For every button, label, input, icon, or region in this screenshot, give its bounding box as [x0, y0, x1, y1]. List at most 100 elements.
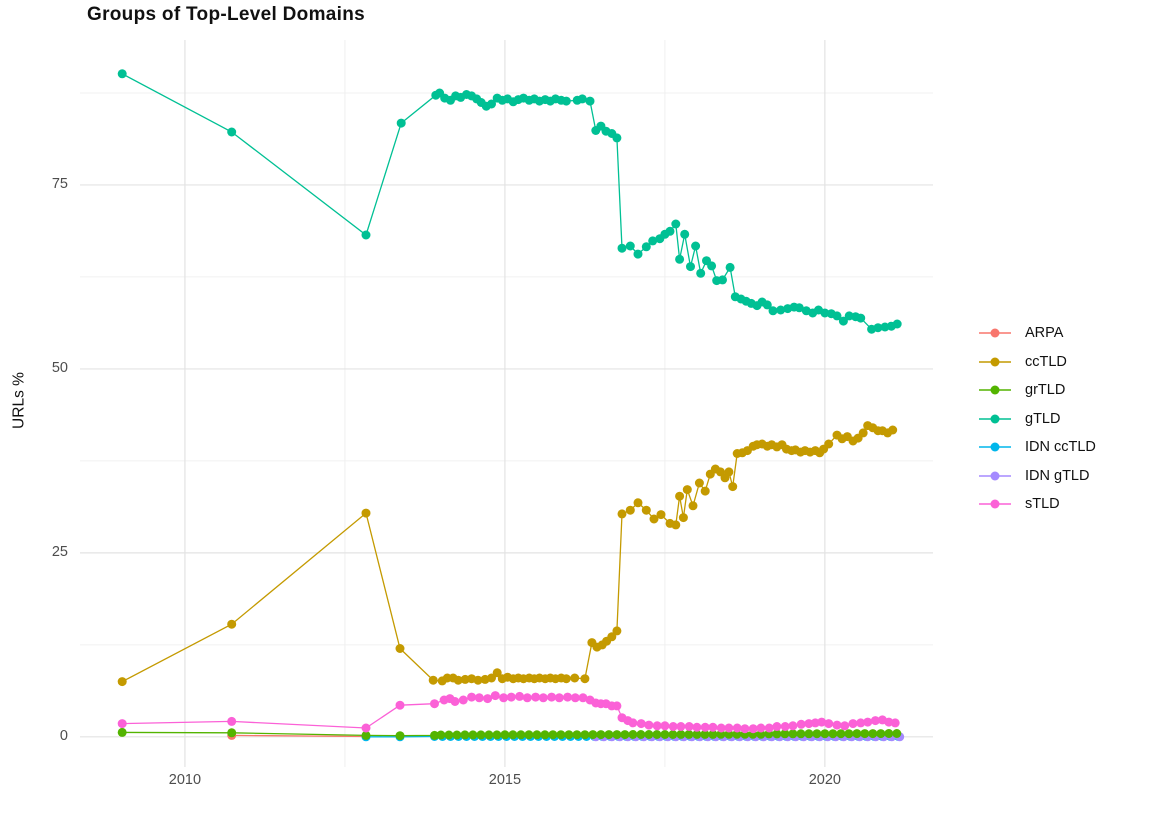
y-tick-label: 50: [51, 359, 68, 376]
data-point: [395, 644, 405, 653]
data-point: [499, 693, 509, 703]
data-point: [796, 719, 806, 729]
data-point: [444, 730, 454, 740]
gridlines: [80, 40, 933, 767]
data-point: [117, 719, 127, 729]
legend-item-IDN-gTLD: IDN gTLD: [978, 462, 1096, 491]
data-point: [724, 723, 734, 733]
data-point: [577, 94, 587, 104]
data-point: [607, 632, 617, 642]
data-point: [820, 729, 830, 739]
data-point: [700, 486, 710, 496]
data-point: [487, 673, 496, 683]
data-point: [684, 729, 694, 739]
data-point: [838, 316, 848, 326]
x-tick-label: 2010: [168, 772, 202, 788]
data-point: [696, 268, 706, 278]
legend-item-grTLD: grTLD: [978, 376, 1096, 405]
y-tick-label: 75: [51, 175, 68, 192]
data-point: [688, 501, 698, 511]
data-point: [860, 729, 870, 739]
data-point: [728, 482, 738, 492]
data-point: [675, 491, 685, 501]
data-point: [671, 520, 681, 530]
data-point: [764, 723, 774, 733]
series-ARPA: [227, 730, 371, 741]
legend-key-icon: [979, 385, 1011, 395]
data-point: [617, 509, 627, 519]
data-point: [490, 691, 500, 701]
data-point: [649, 514, 659, 524]
data-point: [724, 729, 734, 739]
data-point: [684, 722, 694, 731]
data-point: [794, 303, 804, 313]
data-point: [863, 717, 873, 727]
data-point: [858, 428, 868, 438]
data-point: [844, 729, 854, 739]
y-tick-label: 25: [51, 543, 68, 560]
data-point: [395, 731, 405, 741]
data-point: [564, 730, 574, 740]
data-point: [675, 254, 685, 264]
data-point: [870, 716, 880, 726]
data-point: [227, 127, 237, 137]
data-point: [396, 118, 406, 128]
legend-item-ARPA: ARPA: [978, 319, 1096, 348]
data-point: [492, 668, 502, 678]
data-point: [665, 226, 675, 236]
data-point: [876, 729, 886, 739]
data-point: [748, 724, 758, 734]
data-point: [428, 675, 438, 685]
data-point: [868, 729, 878, 739]
data-point: [832, 311, 842, 321]
data-point: [473, 675, 483, 685]
legend-label: ccTLD: [1025, 353, 1067, 370]
legend-key-icon: [979, 442, 1011, 452]
y-axis-title: URLs %: [10, 372, 28, 429]
data-point: [671, 219, 681, 229]
data-point: [625, 241, 635, 251]
data-point: [892, 319, 902, 329]
data-point: [732, 723, 742, 733]
legend-key-icon: [979, 414, 1011, 424]
data-point: [580, 674, 590, 684]
data-point: [652, 730, 662, 739]
legend-key-icon: [979, 328, 1011, 338]
data-point: [506, 692, 516, 702]
data-point: [756, 723, 766, 733]
legend-key-icon: [979, 357, 1011, 367]
legend-item-sTLD: sTLD: [978, 490, 1096, 519]
x-tick-label: 2020: [808, 772, 841, 788]
chart-title: Groups of Top-Level Domains: [87, 4, 365, 25]
data-point: [824, 439, 834, 449]
series-sTLD: [117, 691, 900, 734]
data-point: [832, 720, 842, 730]
data-point: [578, 693, 588, 703]
data-point: [572, 730, 582, 740]
legend-key-icon: [979, 499, 1011, 509]
data-point: [430, 699, 439, 709]
data-point: [561, 674, 571, 684]
data-point: [856, 313, 866, 323]
series-line: [231, 734, 367, 738]
data-point: [768, 306, 778, 316]
data-point: [691, 241, 701, 251]
legend-label: gTLD: [1025, 410, 1061, 427]
data-point: [554, 693, 564, 703]
legend-label: IDN ccTLD: [1025, 439, 1096, 456]
series-gTLD: [117, 69, 902, 334]
data-point: [682, 485, 692, 495]
data-point: [676, 729, 686, 739]
data-point: [458, 695, 468, 705]
series-grTLD: [117, 727, 902, 741]
data-point: [756, 729, 766, 739]
data-point: [524, 730, 534, 740]
data-point: [474, 693, 484, 703]
data-point: [644, 730, 654, 739]
data-point: [636, 719, 646, 729]
data-point: [686, 262, 695, 272]
data-point: [117, 727, 127, 737]
data-point: [780, 722, 790, 731]
data-point: [484, 730, 494, 740]
